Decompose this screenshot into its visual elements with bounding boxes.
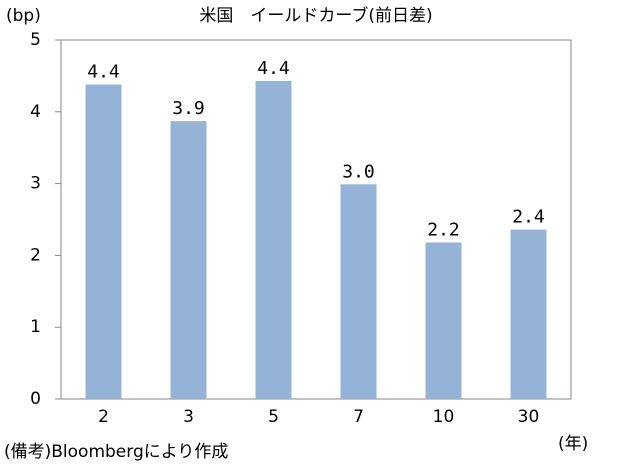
y-tick-label: 5 [30,30,41,50]
bar [170,121,207,399]
data-label: 3.0 [342,161,375,182]
bar [340,184,377,399]
y-axis-unit: (bp) [6,6,41,26]
data-label: 4.4 [87,62,120,83]
x-tick-label: 30 [518,407,540,427]
bar [255,80,292,400]
x-tick-label: 2 [98,407,109,427]
data-label: 2.4 [512,207,545,228]
x-tick-label: 7 [353,407,364,427]
x-tick-label: 3 [183,407,194,427]
plot-frame [60,39,572,400]
y-tick-label: 2 [30,245,41,265]
x-tick-label: 10 [433,407,455,427]
y-tick-label: 1 [30,317,41,337]
x-axis-unit: (年) [558,434,588,454]
x-tick-label: 5 [268,407,279,427]
data-label: 2.2 [427,219,460,240]
y-tick-label: 3 [30,174,41,194]
bar [510,229,547,399]
bar [85,84,122,400]
chart-title: 米国 イールドカーブ(前日差) [199,5,432,26]
y-tick-label: 0 [30,389,41,409]
bar [425,242,462,399]
y-tick-label: 4 [30,102,41,122]
data-label: 4.4 [257,58,290,79]
note: (備考)Bloombergにより作成 [4,442,228,462]
data-label: 3.9 [172,98,205,119]
